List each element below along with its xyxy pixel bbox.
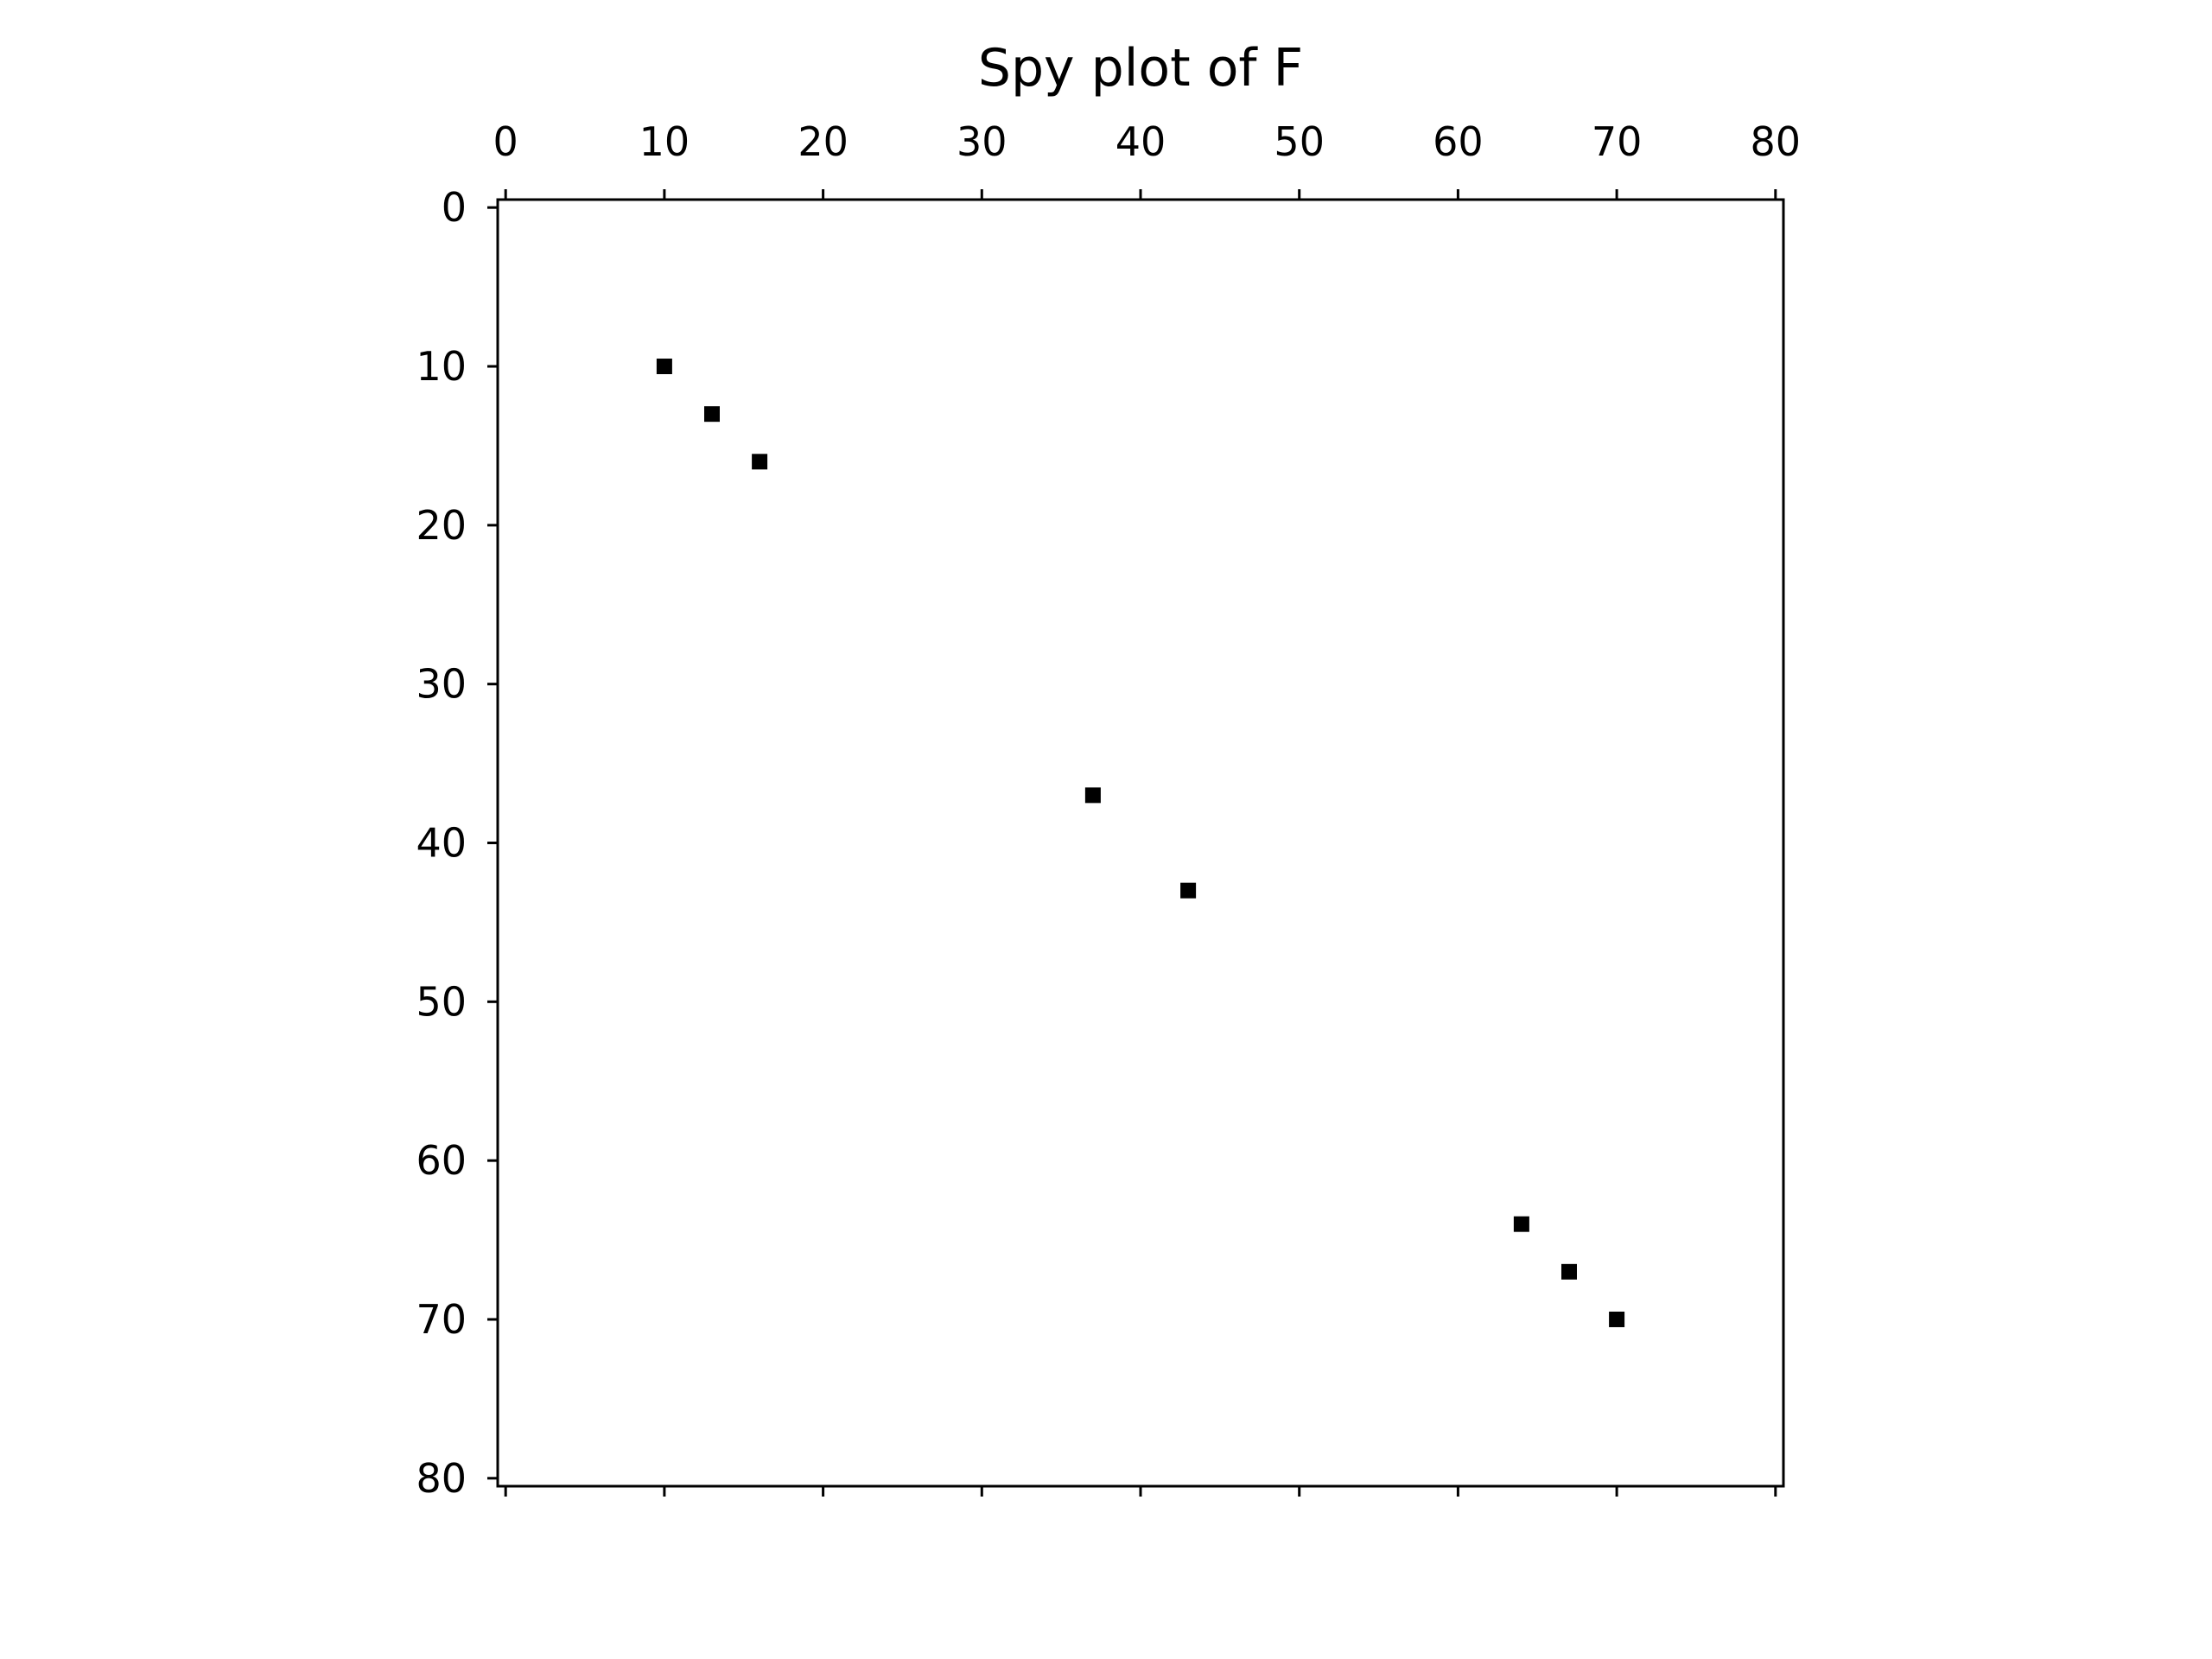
y-tick-label: 80 bbox=[416, 1455, 467, 1502]
y-tick-label: 20 bbox=[416, 502, 467, 549]
data-point bbox=[656, 359, 672, 375]
y-tick-label: 60 bbox=[416, 1137, 467, 1184]
data-point bbox=[1561, 1263, 1577, 1280]
y-tick-label: 70 bbox=[416, 1296, 467, 1343]
y-tick-label: 40 bbox=[416, 820, 467, 867]
x-tick-label: 40 bbox=[1116, 118, 1166, 165]
data-point bbox=[1513, 1216, 1529, 1232]
x-tick-label: 0 bbox=[493, 118, 518, 165]
plot-frame bbox=[496, 198, 1785, 1488]
y-tick-label: 10 bbox=[416, 343, 467, 390]
y-tick-label: 30 bbox=[416, 661, 467, 708]
data-point bbox=[1609, 1311, 1625, 1327]
y-tick-label: 0 bbox=[442, 184, 467, 231]
x-tick-label: 30 bbox=[957, 118, 1007, 165]
y-tick-label: 50 bbox=[416, 978, 467, 1025]
x-tick-label: 60 bbox=[1433, 118, 1484, 165]
data-point bbox=[704, 406, 720, 423]
x-tick-label: 80 bbox=[1751, 118, 1802, 165]
x-tick-label: 70 bbox=[1592, 118, 1643, 165]
chart-title: Spy plot of F bbox=[978, 38, 1303, 99]
data-point bbox=[752, 454, 768, 470]
points-layer bbox=[656, 359, 1625, 1327]
ticks-layer: 0 10 20 30 40 50 60 70 80 0 10 20 30 40 50 60 70 80 bbox=[416, 118, 1801, 1502]
x-tick-label: 10 bbox=[639, 118, 690, 165]
data-point bbox=[1084, 787, 1101, 804]
x-tick-label: 50 bbox=[1274, 118, 1325, 165]
x-tick-label: 20 bbox=[798, 118, 849, 165]
data-point bbox=[1180, 882, 1197, 899]
